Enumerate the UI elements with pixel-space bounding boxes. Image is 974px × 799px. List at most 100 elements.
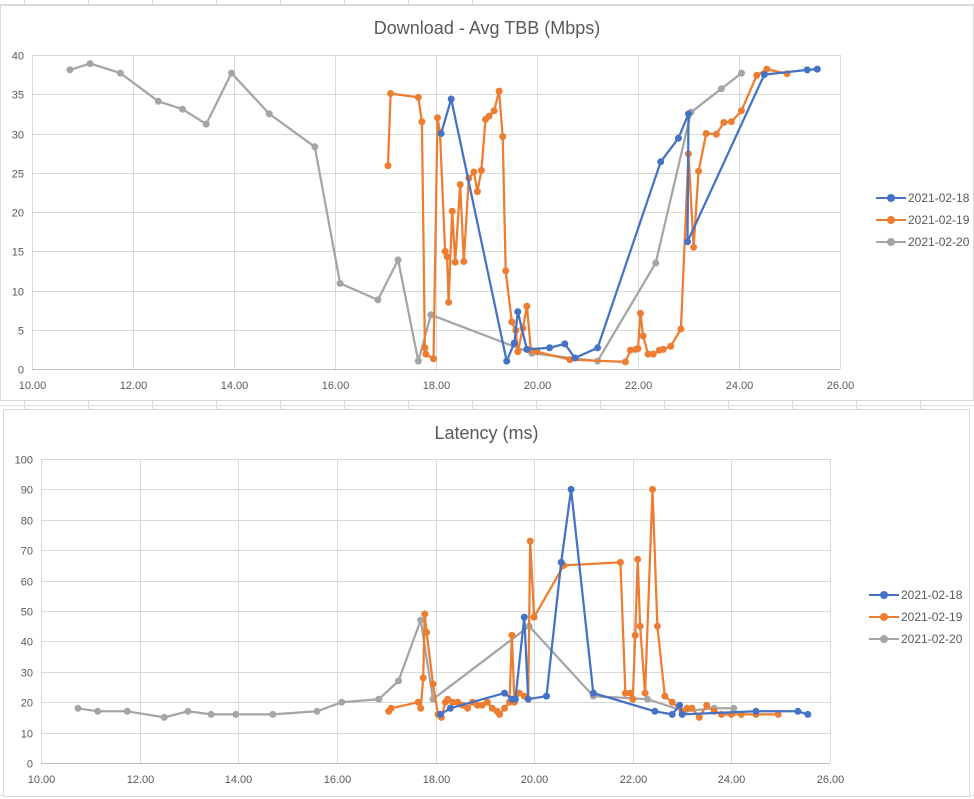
data-point[interactable] — [738, 69, 745, 77]
data-point[interactable] — [803, 66, 811, 74]
legend-item-2021-02-19[interactable]: 2021-02-19 — [869, 606, 962, 628]
data-point[interactable] — [526, 537, 534, 545]
data-point[interactable] — [414, 93, 422, 101]
legend-item-2021-02-20[interactable]: 2021-02-20 — [869, 628, 962, 650]
data-point[interactable] — [644, 695, 651, 703]
data-point[interactable] — [265, 110, 273, 118]
data-point[interactable] — [594, 344, 602, 352]
series-2021-02-20[interactable] — [66, 60, 745, 365]
data-point[interactable] — [702, 130, 710, 137]
data-point[interactable] — [447, 95, 455, 103]
data-point[interactable] — [727, 118, 735, 126]
data-point[interactable] — [503, 357, 511, 365]
data-point[interactable] — [631, 631, 639, 639]
data-point[interactable] — [123, 707, 131, 715]
data-point[interactable] — [674, 134, 682, 142]
data-point[interactable] — [269, 710, 277, 718]
data-point[interactable] — [449, 698, 457, 706]
data-point[interactable] — [387, 90, 395, 97]
data-point[interactable] — [445, 298, 453, 306]
data-point[interactable] — [421, 610, 429, 618]
data-point[interactable] — [207, 710, 215, 718]
data-point[interactable] — [561, 340, 569, 348]
data-point[interactable] — [421, 344, 429, 352]
data-point[interactable] — [473, 188, 481, 196]
data-point[interactable] — [448, 207, 456, 215]
data-point[interactable] — [464, 704, 472, 712]
data-point[interactable] — [66, 66, 74, 74]
data-point[interactable] — [676, 701, 684, 709]
data-point[interactable] — [653, 622, 661, 630]
data-point[interactable] — [338, 698, 346, 706]
data-point[interactable] — [668, 698, 676, 706]
data-point[interactable] — [508, 631, 516, 639]
data-point[interactable] — [523, 345, 531, 353]
data-point[interactable] — [511, 695, 519, 703]
data-point[interactable] — [794, 707, 802, 715]
data-point[interactable] — [649, 485, 656, 493]
data-point[interactable] — [510, 339, 518, 347]
data-point[interactable] — [496, 710, 504, 718]
data-point[interactable] — [184, 707, 192, 715]
data-point[interactable] — [621, 358, 629, 366]
data-point[interactable] — [384, 162, 392, 170]
data-point[interactable] — [730, 704, 738, 712]
data-point[interactable] — [703, 701, 711, 709]
data-point[interactable] — [626, 689, 634, 697]
data-point[interactable] — [485, 112, 493, 120]
data-point[interactable] — [429, 680, 437, 688]
data-point[interactable] — [567, 485, 575, 493]
data-point[interactable] — [441, 247, 449, 255]
data-point[interactable] — [423, 628, 431, 636]
data-point[interactable] — [430, 355, 437, 363]
data-point[interactable] — [774, 710, 782, 718]
data-point[interactable] — [688, 704, 696, 712]
data-point[interactable] — [634, 345, 642, 353]
data-point[interactable] — [634, 555, 642, 563]
data-point[interactable] — [533, 348, 541, 356]
data-point[interactable] — [667, 342, 675, 350]
data-point[interactable] — [637, 309, 644, 317]
data-point[interactable] — [437, 130, 445, 137]
data-point[interactable] — [94, 707, 102, 715]
data-point[interactable] — [717, 85, 725, 93]
data-point[interactable] — [677, 325, 685, 333]
data-point[interactable] — [483, 698, 491, 706]
data-point[interactable] — [387, 704, 395, 712]
data-point[interactable] — [641, 689, 649, 697]
legend-item-2021-02-18[interactable]: 2021-02-18 — [869, 584, 962, 606]
data-point[interactable] — [477, 166, 485, 174]
data-point[interactable] — [530, 613, 538, 621]
legend-item-2021-02-20[interactable]: 2021-02-20 — [876, 231, 969, 253]
data-point[interactable] — [375, 695, 383, 703]
data-point[interactable] — [394, 256, 402, 264]
data-point[interactable] — [501, 689, 508, 697]
series-2021-02-18[interactable] — [437, 65, 821, 365]
data-point[interactable] — [116, 69, 124, 77]
data-point[interactable] — [436, 710, 444, 718]
data-point[interactable] — [753, 71, 761, 79]
data-point[interactable] — [651, 707, 659, 715]
data-point[interactable] — [495, 87, 503, 95]
data-point[interactable] — [571, 354, 579, 362]
data-point[interactable] — [639, 332, 647, 340]
data-point[interactable] — [417, 704, 425, 712]
data-point[interactable] — [395, 677, 402, 685]
data-point[interactable] — [543, 692, 550, 700]
data-point[interactable] — [311, 143, 319, 151]
data-point[interactable] — [557, 558, 565, 566]
data-point[interactable] — [417, 616, 425, 624]
data-point[interactable] — [313, 707, 321, 715]
data-point[interactable] — [502, 267, 510, 275]
data-point[interactable] — [546, 344, 554, 352]
data-point[interactable] — [616, 558, 624, 566]
data-point[interactable] — [690, 243, 698, 251]
data-point[interactable] — [490, 107, 498, 115]
data-point[interactable] — [644, 350, 652, 358]
data-point[interactable] — [752, 707, 760, 715]
data-point[interactable] — [813, 65, 821, 73]
data-point[interactable] — [621, 689, 629, 697]
data-point[interactable] — [374, 296, 382, 304]
data-point[interactable] — [473, 701, 481, 709]
data-point[interactable] — [501, 704, 508, 712]
